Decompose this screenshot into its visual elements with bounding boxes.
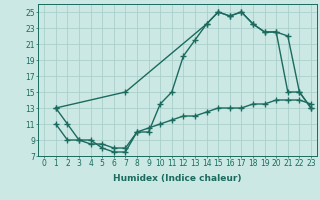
X-axis label: Humidex (Indice chaleur): Humidex (Indice chaleur)	[113, 174, 242, 183]
